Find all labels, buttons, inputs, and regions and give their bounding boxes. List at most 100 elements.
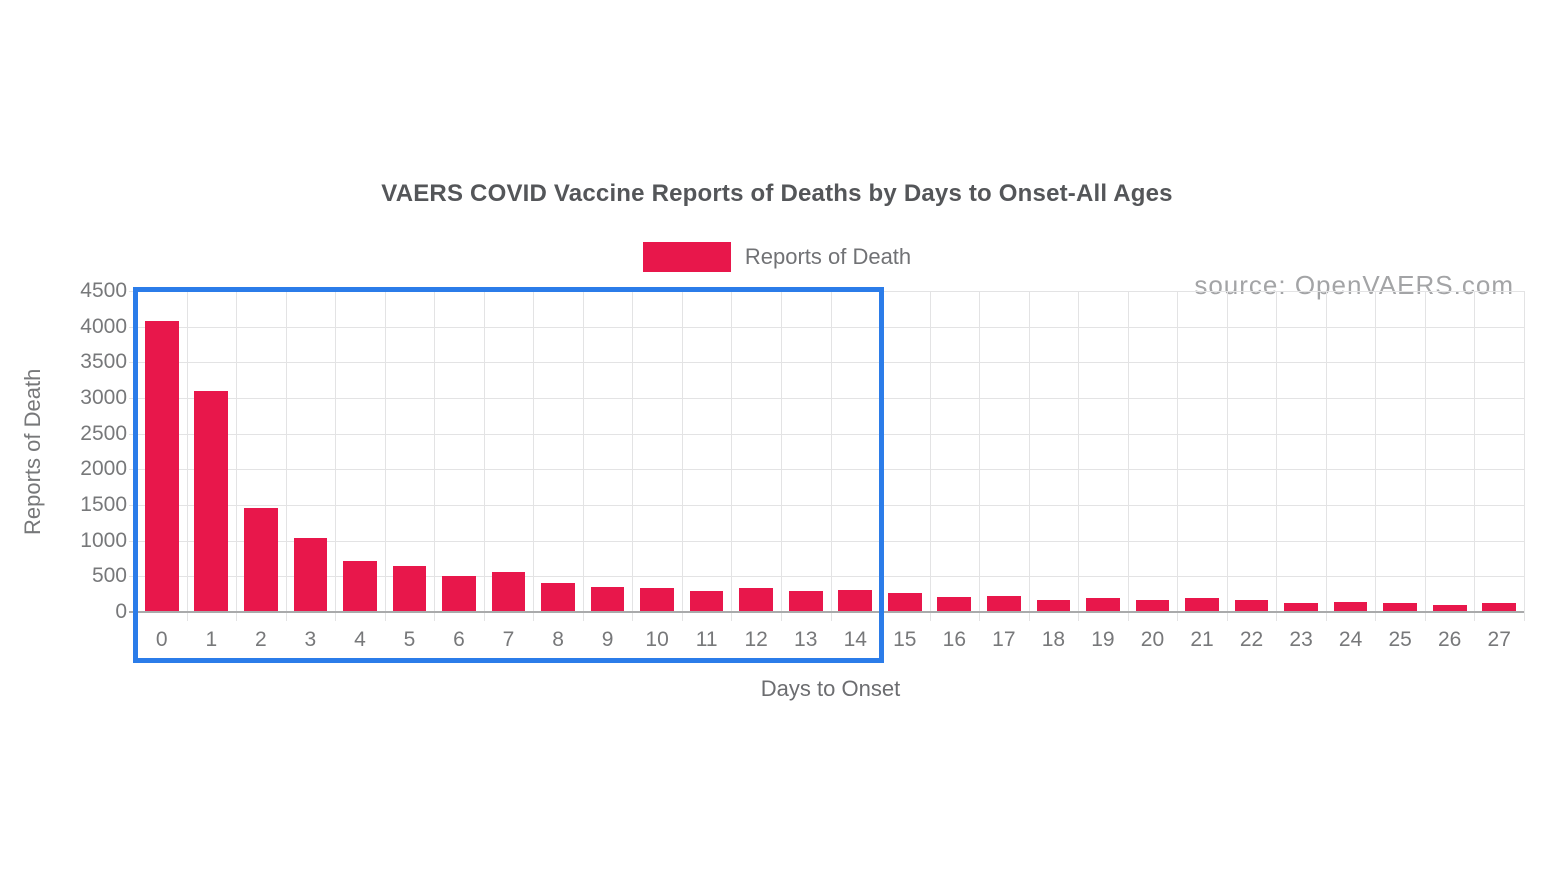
x-tick-label-23: 23 [1289, 628, 1313, 651]
y-tick-label-3000: 3000 [80, 386, 127, 409]
v-gridline-8 [533, 291, 535, 621]
x-tick-label-26: 26 [1438, 628, 1462, 651]
bar-day-2 [243, 507, 278, 612]
bar-day-13 [788, 591, 823, 612]
h-gridline-500 [129, 576, 1524, 578]
x-tick-label-4: 4 [354, 628, 366, 651]
x-tick-label-12: 12 [744, 628, 768, 651]
bar-day-24 [1333, 601, 1368, 612]
v-gridline-17 [979, 291, 981, 621]
y-axis-labels: 0 500 1000 1500 2000 2500 3000 3500 4000 4500 [27, 279, 127, 623]
bar-day-15 [887, 593, 922, 612]
x-tick-label-6: 6 [453, 628, 465, 651]
bar-day-17 [987, 595, 1021, 612]
x-tick-label-27: 27 [1487, 628, 1511, 651]
x-axis-title: Days to Onset [760, 676, 901, 701]
x-tick-label-18: 18 [1041, 628, 1066, 651]
x-tick-label-17: 17 [992, 628, 1016, 651]
bar-day-5 [392, 565, 427, 612]
bar-day-9 [590, 587, 625, 612]
v-gridline-7 [483, 291, 485, 621]
bar-day-26 [1432, 605, 1467, 612]
v-gridline-27 [1474, 291, 1476, 621]
h-gridline-4000 [129, 326, 1524, 328]
x-tick-label-21: 21 [1190, 628, 1214, 651]
bar-day-25 [1383, 603, 1417, 612]
source-credit: source: OpenVAERS.com [1194, 270, 1514, 300]
v-gridline-4 [335, 291, 337, 621]
v-gridline-21 [1177, 291, 1179, 621]
y-tick-label-3500: 3500 [80, 350, 127, 374]
bar-day-22 [1234, 599, 1269, 612]
y-tick-label-4500: 4500 [80, 279, 127, 302]
v-gridline-3 [285, 291, 287, 621]
bar-day-27 [1482, 602, 1517, 612]
x-tick-label-24: 24 [1338, 628, 1363, 651]
bar-day-18 [1036, 599, 1071, 612]
y-tick-label-2000: 2000 [80, 457, 127, 481]
x-tick-label-14: 14 [843, 628, 867, 651]
legend-label: Reports of Death [744, 244, 912, 269]
h-gridline-1500 [129, 504, 1524, 506]
v-gridline-23 [1276, 291, 1278, 621]
bar-day-14 [838, 589, 873, 612]
y-tick-label-1500: 1500 [80, 493, 127, 516]
bar-day-6 [442, 575, 476, 612]
bar-day-23 [1284, 602, 1318, 612]
x-tick-label-0: 0 [155, 628, 168, 651]
y-tick-label-2500: 2500 [80, 421, 127, 445]
v-gridline-5 [384, 291, 386, 621]
h-gridline-2000 [129, 469, 1524, 471]
x-tick-label-22: 22 [1239, 628, 1264, 651]
bar-day-11 [689, 590, 724, 612]
x-tick-label-11: 11 [695, 628, 718, 651]
v-gridline-12 [731, 291, 733, 621]
bar-day-16 [937, 597, 972, 612]
x-tick-label-15: 15 [893, 628, 917, 651]
bar-day-4 [343, 561, 377, 612]
bar-day-12 [739, 588, 774, 612]
v-gridline-1 [186, 291, 188, 621]
y-tick-label-0: 0 [115, 600, 127, 623]
bar-day-20 [1135, 600, 1170, 612]
v-gridline-11 [681, 291, 683, 621]
v-gridline-16 [929, 291, 931, 621]
plot-area [129, 291, 1525, 621]
x-tick-label-1: 1 [205, 628, 218, 651]
bar-day-19 [1086, 598, 1120, 612]
highlight-box [133, 287, 885, 663]
v-gridline-9 [582, 291, 584, 621]
x-tick-label-8: 8 [552, 628, 564, 651]
v-gridline-14 [830, 291, 832, 621]
bar-day-21 [1185, 597, 1219, 612]
y-tick-label-1000: 1000 [80, 528, 127, 552]
x-tick-label-16: 16 [942, 628, 966, 651]
v-gridline-6 [434, 291, 436, 621]
h-gridline-0 [129, 611, 1524, 613]
h-gridline-1000 [129, 540, 1524, 542]
v-gridline-10 [632, 291, 634, 621]
h-gridline-2500 [129, 433, 1524, 435]
x-axis-labels: 0 1 2 3 4 5 6 7 8 9 10 11 12 13 14 15 16 17 18 19 20 21 22 23 24… [137, 628, 1524, 654]
x-tick-label-9: 9 [601, 628, 614, 651]
v-gridline-26 [1424, 291, 1426, 621]
bar-day-8 [541, 582, 575, 612]
v-gridline-22 [1226, 291, 1228, 621]
h-gridline-3000 [129, 397, 1524, 399]
x-tick-label-19: 19 [1091, 628, 1115, 651]
y-tick-label-4000: 4000 [80, 314, 127, 338]
x-tick-label-20: 20 [1140, 628, 1165, 651]
h-gridline-3500 [129, 362, 1524, 364]
v-gridline-13 [780, 291, 782, 621]
v-gridline-20 [1127, 291, 1129, 621]
x-tick-label-10: 10 [645, 628, 669, 651]
bar-day-0 [144, 320, 179, 612]
bar-day-3 [293, 537, 328, 612]
x-tick-label-13: 13 [794, 628, 818, 651]
x-tick-label-2: 2 [254, 628, 267, 651]
v-gridline-18 [1028, 291, 1030, 621]
x-tick-label-5: 5 [403, 628, 416, 651]
y-tick-label-500: 500 [91, 564, 127, 588]
v-gridline-25 [1375, 291, 1377, 621]
